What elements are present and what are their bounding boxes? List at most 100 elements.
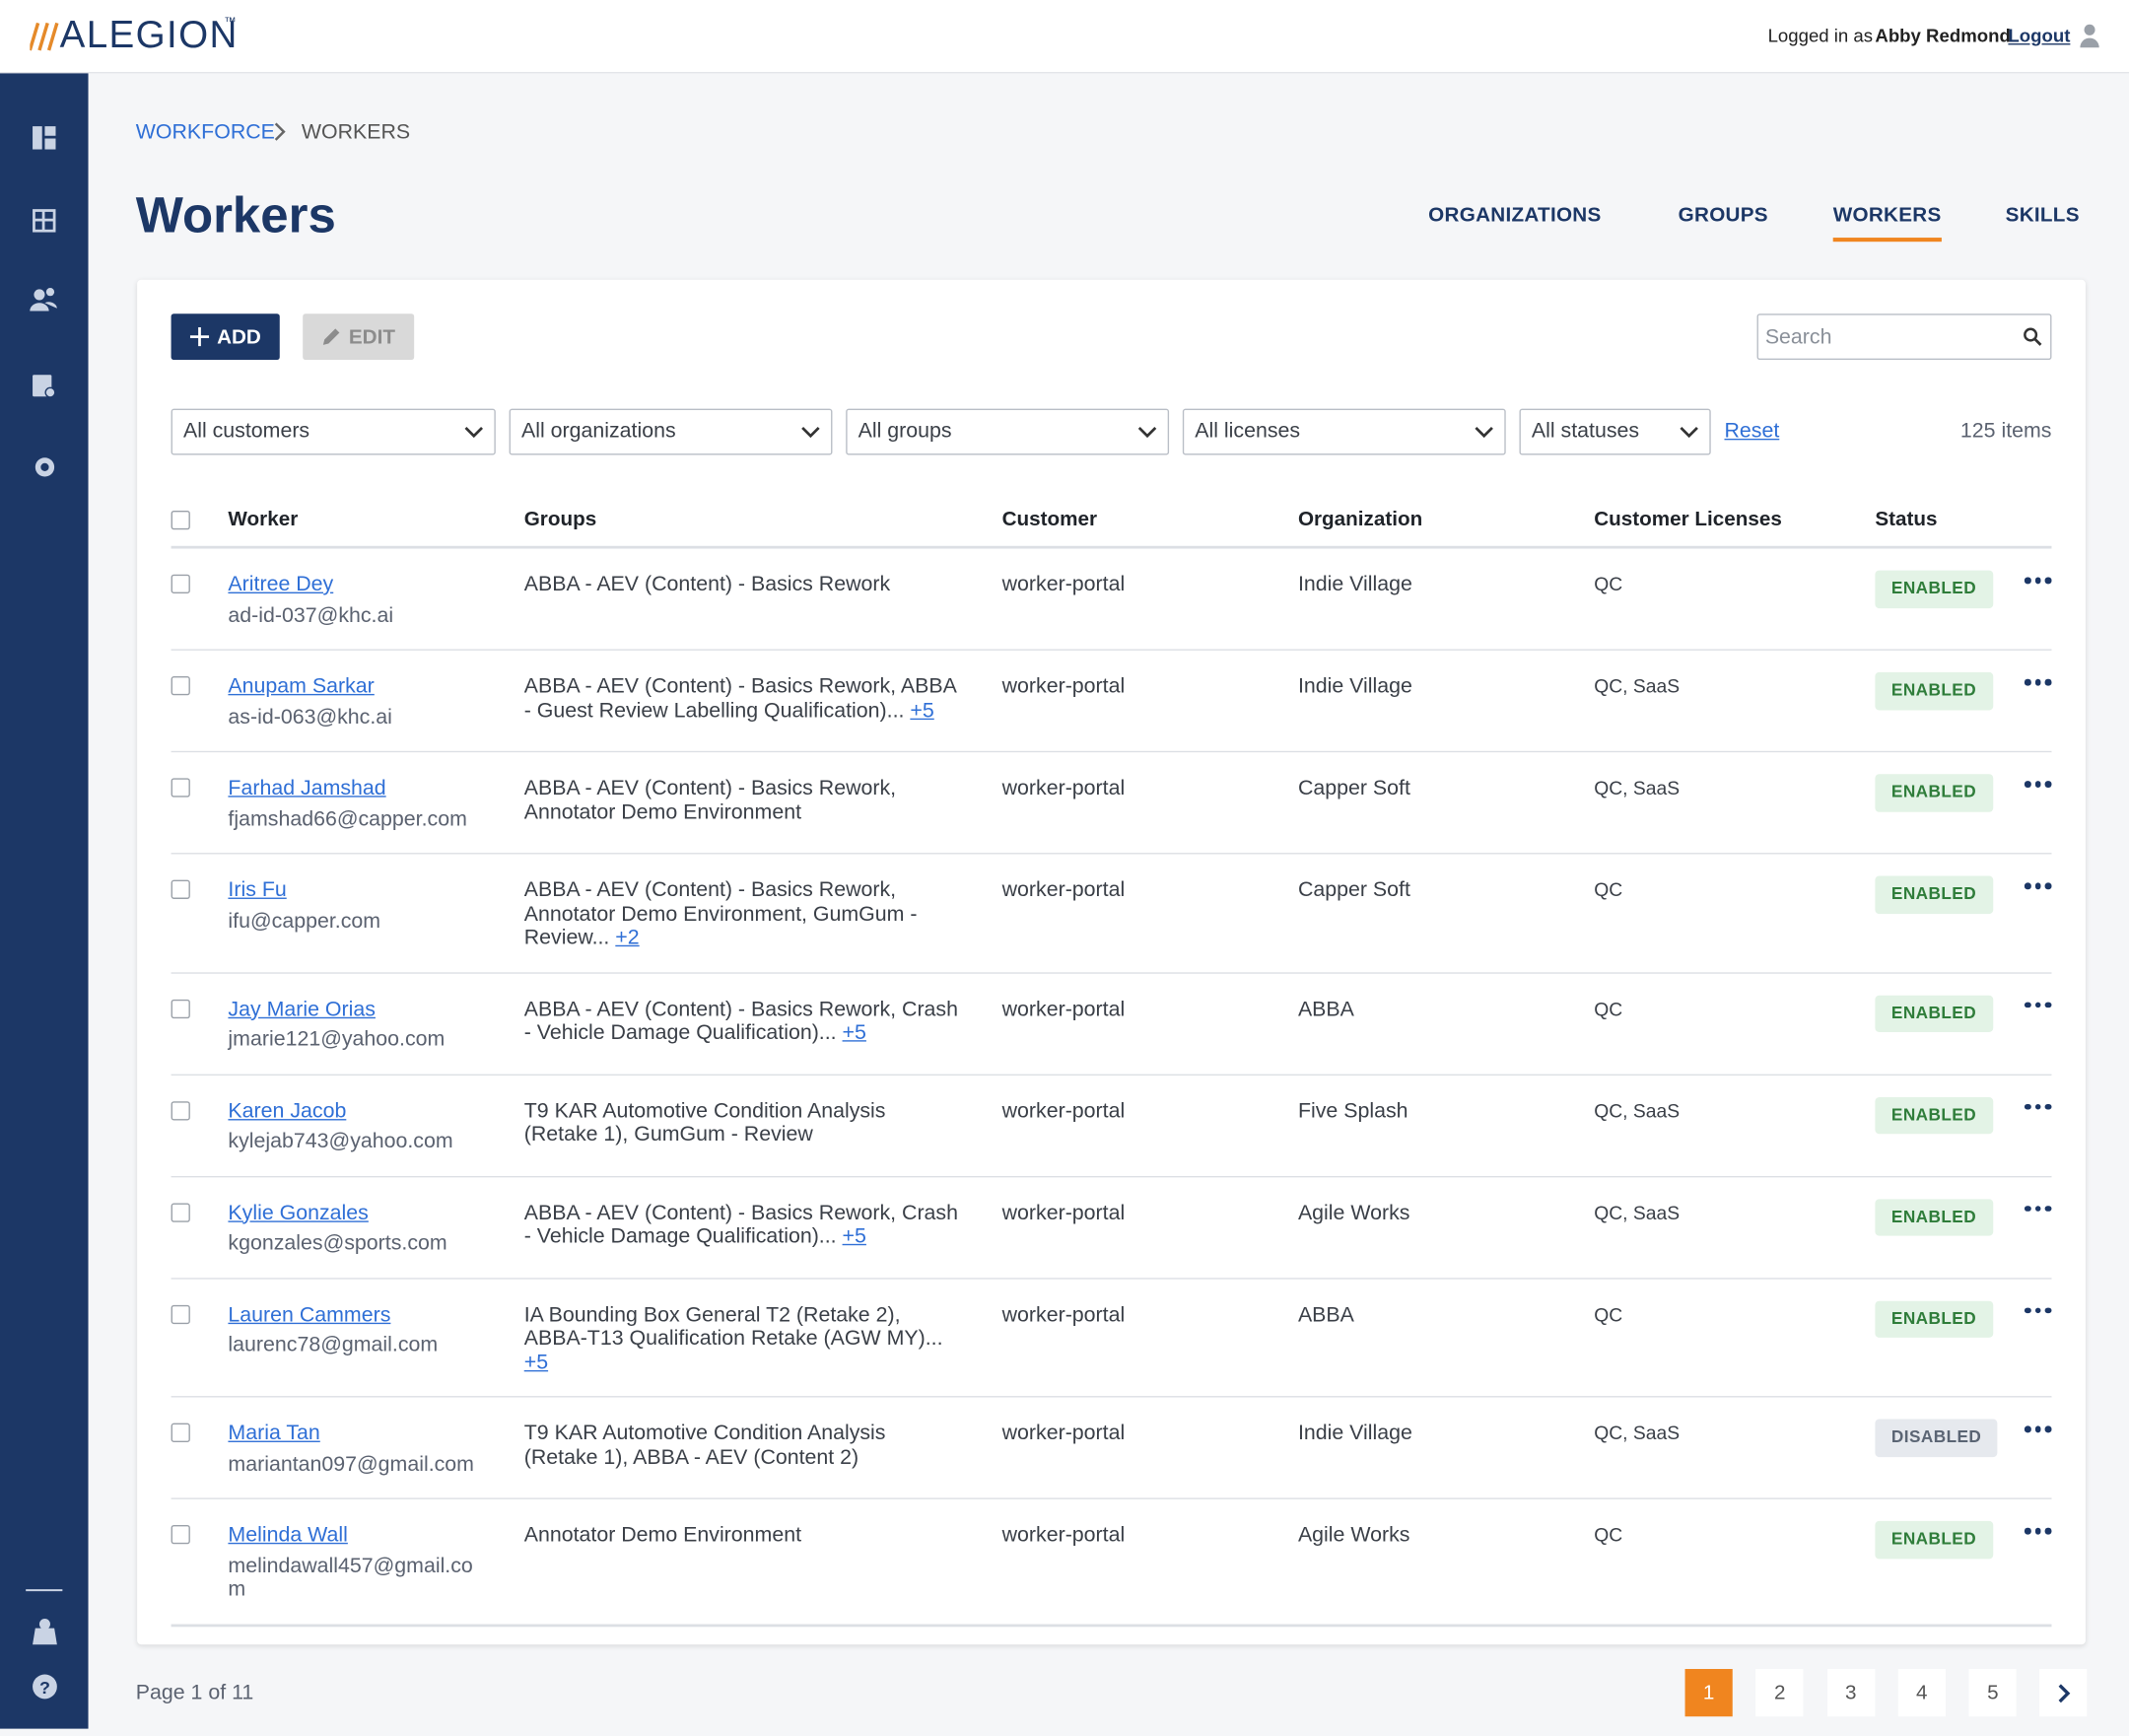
add-button[interactable]: ADD [171,313,280,361]
row-menu[interactable] [2024,1524,2052,1602]
worker-name[interactable]: Lauren Cammers [228,1302,391,1327]
organization: ABBA [1297,1302,1354,1327]
dot [2034,1205,2041,1212]
row-menu[interactable] [2024,1303,2052,1374]
page-button[interactable]: 4 [1897,1669,1946,1717]
breadcrumb-link[interactable]: WORKFORCE [135,120,275,145]
filter-select[interactable]: All statuses [1519,408,1711,455]
worker-name[interactable]: Maria Tan [228,1422,320,1445]
table-header: Worker Groups Customer Organization Customer… [171,492,2052,549]
more-groups[interactable]: +5 [842,1020,866,1045]
tab[interactable]: SKILLS [2005,203,2080,228]
checkbox[interactable] [171,1100,190,1120]
more-groups[interactable]: +5 [910,698,934,723]
search-placeholder: Search [1764,325,1832,350]
page-button[interactable]: 5 [1968,1669,2017,1717]
tab[interactable]: GROUPS [1678,203,1768,228]
checkbox[interactable] [171,676,190,696]
worker-name[interactable]: Farhad Jamshad [228,776,386,800]
checkbox-cell [171,1201,229,1255]
page-button[interactable]: 2 [1755,1669,1804,1717]
worker-name[interactable]: Anupam Sarkar [228,674,375,699]
table-row: Karen Jacob kylejab743@yahoo.com T9 KAR Au… [171,1075,2052,1177]
checkbox[interactable] [171,1202,190,1222]
status-cell: ENABLED [1875,774,2025,831]
header: ALEGION ™ Logged in as Abby Redmond Logo… [0,0,2129,74]
checkbox[interactable] [171,999,190,1018]
worker-name[interactable]: Aritree Dey [228,573,334,596]
dot [2034,1527,2041,1534]
page-button[interactable]: 3 [1826,1669,1875,1717]
next-page[interactable] [2039,1669,2088,1717]
row-menu[interactable] [2024,998,2052,1052]
table-row: Maria Tan mariantan097@gmail.com T9 KAR Au… [171,1397,2052,1499]
worker-name[interactable]: Iris Fu [228,878,287,902]
table-row: Farhad Jamshad fjamshad66@capper.com ABBA … [171,752,2052,855]
sidebar-icons[interactable]: ? [0,73,89,1728]
checkbox[interactable] [171,778,190,798]
status-badge: ENABLED [1875,774,1993,812]
licenses: QC, SaaS [1594,1099,1681,1122]
row-menu[interactable] [2024,573,2052,627]
licenses: QC, SaaS [1594,674,1681,697]
row-menu[interactable] [2024,1099,2052,1153]
licenses: QC, SaaS [1594,776,1681,799]
worker-cell: Aritree Dey ad-id-037@khc.ai [228,573,523,627]
sidebar: ? [0,73,89,1729]
filter-select[interactable]: All customers [171,408,496,455]
table-row: Melinda Wall melindawall457@gmail.com Anno… [171,1499,2052,1627]
chevron [1680,426,1698,439]
edit-button[interactable]: EDIT [303,313,415,361]
page-button[interactable]: 1 [1684,1669,1733,1717]
reset[interactable]: Reset [1724,419,1780,444]
checkbox[interactable] [171,1423,190,1442]
checkbox[interactable] [171,879,190,899]
dot [2024,1306,2031,1314]
checkbox-cell [171,777,229,831]
dot [2024,1205,2031,1212]
worker-name[interactable]: Kylie Gonzales [228,1201,369,1224]
groups: ABBA - AEV (Content) - Basics Rework, An… [523,776,897,824]
row-menu[interactable] [2024,675,2052,729]
row-menu[interactable] [2024,777,2052,831]
tab[interactable]: WORKERS [1832,204,1942,243]
item-count: 125 items [1959,419,2052,444]
worker-name[interactable]: Karen Jacob [228,1099,347,1123]
table-row: Aritree Dey ad-id-037@khc.ai ABBA - AEV (C… [171,549,2052,651]
status-badge: ENABLED [1875,671,1993,710]
table-row: Iris Fu ifu@capper.com ABBA - AEV (Content… [171,854,2052,974]
status-badge: ENABLED [1875,995,1993,1032]
checkbox[interactable] [171,510,190,529]
row-menu[interactable] [2024,878,2052,949]
customer: worker-portal [1001,674,1126,699]
chevron [464,426,484,439]
search-box[interactable]: Search [1756,313,2052,361]
customer: worker-portal [1001,1302,1126,1327]
filter-select[interactable]: All organizations [509,408,833,455]
groups-cell: ABBA - AEV (Content) - Basics Rework, Cr… [524,1201,1002,1255]
worker-name[interactable]: Melinda Wall [228,1523,348,1548]
filter-select[interactable]: All licenses [1182,408,1506,455]
logo: ALEGION [59,13,239,56]
checkbox[interactable] [171,1524,190,1545]
checkbox-cell [171,1099,229,1153]
more-groups[interactable]: +2 [615,926,640,949]
row-menu[interactable] [2024,1422,2052,1476]
logout[interactable]: Logout [2008,26,2071,46]
filter-select[interactable]: All groups [846,408,1170,455]
worker-name[interactable]: Jay Marie Orias [228,997,376,1021]
dot [2034,882,2041,889]
customer: worker-portal [1001,1099,1126,1123]
more-groups[interactable]: +5 [842,1224,866,1248]
checkbox[interactable] [171,1304,190,1324]
tab[interactable]: ORGANIZATIONS [1428,203,1602,228]
row-menu[interactable] [2024,1201,2052,1255]
organization: Agile Works [1297,1201,1410,1224]
more-groups[interactable]: +5 [523,1350,549,1374]
status-badge: ENABLED [1875,1198,1993,1236]
column-header: Groups [523,507,597,530]
worker-cell: Jay Marie Orias jmarie121@yahoo.com [228,998,523,1052]
worker-email: as-id-063@khc.ai [228,705,392,729]
status-cell: ENABLED [1875,1198,2025,1255]
checkbox[interactable] [171,574,190,593]
